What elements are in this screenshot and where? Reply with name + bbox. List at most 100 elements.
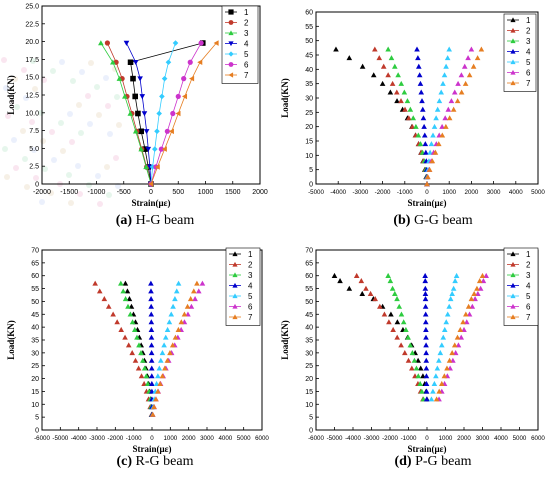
x-tick-label: 2000 (252, 189, 268, 196)
background-dot (39, 199, 45, 205)
data-point (414, 46, 420, 52)
background-dot (42, 166, 48, 172)
data-point (353, 272, 360, 278)
legend-box (503, 247, 539, 326)
y-tick-label: 40 (31, 325, 39, 332)
data-point (420, 373, 426, 379)
data-point (122, 334, 128, 340)
data-point (178, 319, 185, 325)
data-point (172, 334, 179, 340)
background-dot (66, 172, 72, 178)
background-dot (1, 57, 7, 63)
data-point (187, 296, 194, 302)
data-point (419, 388, 425, 394)
background-dot (103, 75, 109, 81)
data-point (454, 98, 461, 104)
data-point (331, 272, 338, 278)
data-point (423, 357, 430, 363)
data-point (448, 98, 455, 104)
data-point (132, 128, 139, 134)
data-point (169, 342, 176, 348)
x-tick-label: -1000 (397, 189, 413, 196)
x-tick-label: -2000 (375, 189, 391, 196)
background-dot (67, 111, 73, 117)
data-point (415, 55, 421, 61)
x-tick-label: -1000 (126, 435, 142, 442)
background-dot (32, 86, 38, 92)
y-axis-label: Load(KN) (6, 320, 16, 360)
series-7 (424, 46, 485, 187)
data-point (168, 311, 175, 317)
legend-marker (232, 282, 238, 288)
y-tick-label: 10 (31, 402, 39, 409)
y-tick-label: 65 (305, 260, 313, 267)
data-point (474, 55, 481, 61)
data-point (148, 288, 154, 294)
legend-label: 7 (248, 313, 253, 322)
data-point (148, 357, 155, 363)
data-point (455, 80, 461, 86)
y-tick-label: 55 (305, 286, 313, 293)
data-point (129, 319, 136, 325)
data-point (390, 326, 396, 332)
data-point (389, 80, 396, 86)
data-point (466, 311, 473, 317)
data-point (409, 123, 416, 129)
data-point (463, 319, 470, 325)
series-4 (414, 46, 430, 187)
data-point (431, 380, 438, 386)
series-3 (118, 280, 155, 417)
background-dot (12, 76, 18, 82)
background-dot (85, 93, 91, 99)
legend-label: 3 (526, 37, 531, 46)
caption-text: G-G beam (413, 213, 473, 228)
data-point (435, 141, 442, 147)
x-axis-label: Strain(με) (132, 198, 171, 208)
y-tick-label: 60 (31, 273, 39, 280)
data-point (134, 334, 140, 340)
data-point (346, 55, 353, 61)
legend-marker (510, 17, 516, 23)
chart-panel-p-g-beam: -6000 -5000 -4000 -3000 -2000 -1000 0 1000 2000 3… (278, 240, 550, 455)
data-point (158, 357, 164, 363)
data-point (367, 290, 374, 296)
data-point (439, 132, 446, 138)
background-dot (31, 147, 37, 153)
y-tick-label: 5.0 (29, 146, 39, 153)
data-point (131, 326, 138, 332)
x-tick-label: -3000 (89, 435, 105, 442)
data-point (422, 296, 429, 302)
background-dot (60, 148, 66, 154)
data-point (152, 146, 158, 152)
data-point (197, 59, 203, 66)
data-point (140, 357, 146, 363)
data-point (137, 76, 143, 82)
data-point (451, 89, 458, 95)
data-point (474, 285, 480, 291)
data-point (410, 115, 417, 121)
data-point (444, 55, 451, 61)
legend-label: 2 (526, 261, 531, 270)
data-point (405, 334, 411, 340)
data-point (388, 311, 394, 317)
background-dot (22, 156, 28, 162)
data-point (423, 342, 429, 348)
x-tick-label: -2000 (382, 435, 398, 442)
caption-letter: (b) (393, 213, 411, 228)
background-dot (13, 165, 19, 171)
data-point (447, 296, 454, 302)
data-point (468, 296, 475, 302)
y-tick-label: 60 (305, 10, 313, 17)
legend-label: 4 (526, 48, 531, 57)
data-point (187, 59, 193, 65)
data-point (386, 319, 392, 325)
data-point (394, 319, 401, 325)
data-point (138, 128, 144, 135)
caption-letter: (c) (116, 454, 133, 469)
series-3 (385, 272, 427, 402)
data-point (449, 350, 455, 356)
legend-marker (510, 59, 516, 65)
data-point (422, 141, 429, 147)
legend-marker (228, 20, 234, 25)
series-2 (353, 272, 426, 402)
